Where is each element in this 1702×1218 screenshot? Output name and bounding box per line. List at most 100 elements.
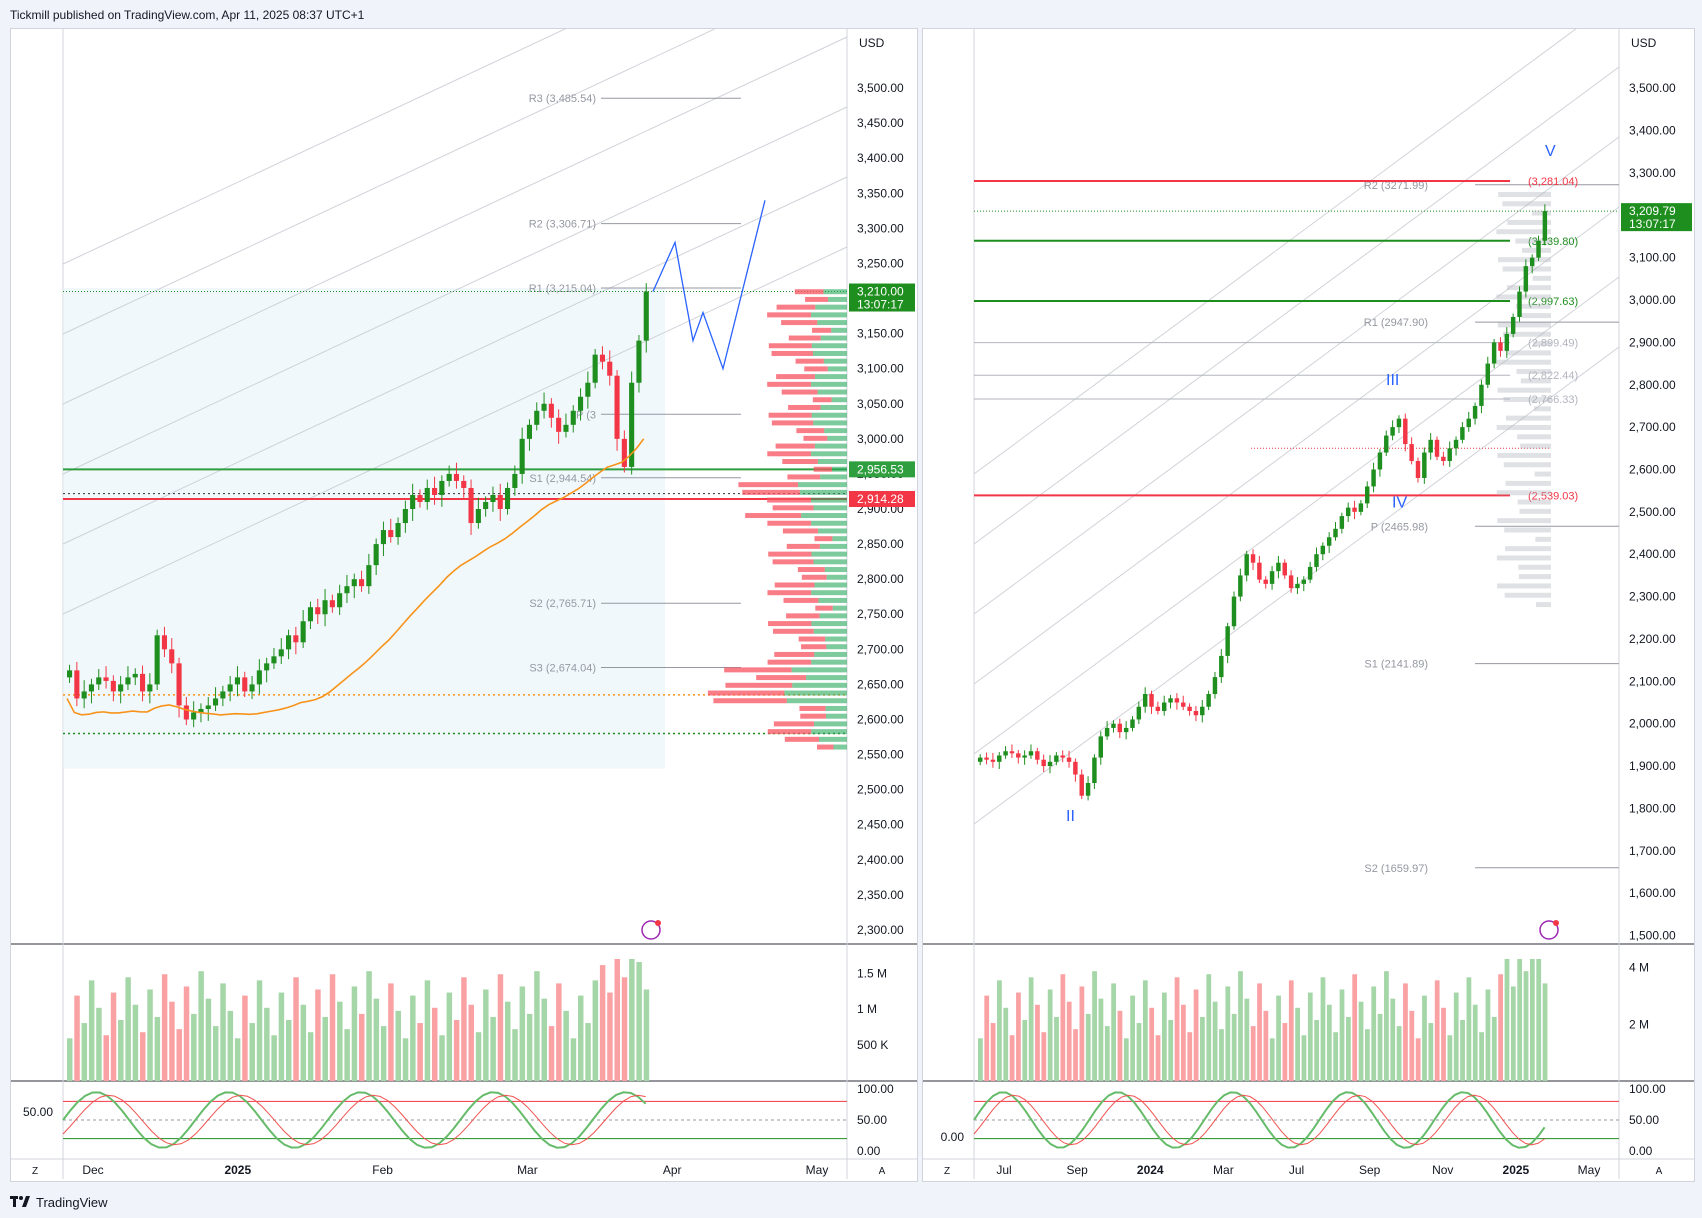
candle-body xyxy=(1517,291,1522,317)
time-axis-label: 2025 xyxy=(1503,1163,1530,1177)
candle-body xyxy=(1441,456,1446,462)
volume-bar xyxy=(1117,1010,1123,1081)
channel-line xyxy=(973,66,1620,545)
candle-body xyxy=(103,677,109,681)
volume-bar xyxy=(1193,989,1199,1081)
volume-profile-bar xyxy=(768,343,812,349)
volume-bar xyxy=(278,992,285,1081)
candle-body xyxy=(1168,698,1173,703)
price-tick-label: 2,800.00 xyxy=(1629,378,1676,392)
volume-bar xyxy=(1384,971,1389,1081)
candle-body xyxy=(1206,694,1211,707)
volume-bar xyxy=(81,1023,88,1081)
volume-profile-bar xyxy=(1515,238,1551,244)
volume-bar xyxy=(1079,986,1085,1081)
volume-bar xyxy=(1250,1026,1256,1081)
time-axis-label: 2025 xyxy=(224,1163,251,1177)
price-tick-label: 2,600.00 xyxy=(1629,462,1676,476)
candle-body xyxy=(300,621,306,643)
candle-body xyxy=(373,544,379,566)
volume-profile-bar xyxy=(811,412,847,418)
volume-profile-bar xyxy=(825,636,847,642)
volume-bar xyxy=(1098,998,1104,1081)
left-chart-svg[interactable]: USD 3,500.00 3,450.00 3,400.00 3,350.00 3,300… xyxy=(11,0,917,1181)
candle-body xyxy=(505,487,511,510)
chart-panel-right[interactable]: USD3,500.003,400.003,300.003,200.003,100… xyxy=(922,0,1695,1182)
candle-body xyxy=(1295,583,1300,589)
chart-panel-left[interactable]: USD 3,500.00 3,450.00 3,400.00 3,350.00 3,300… xyxy=(10,0,918,1182)
volume-bar xyxy=(1066,1001,1072,1081)
candle-body xyxy=(1225,626,1230,656)
volume-profile-bar xyxy=(831,397,847,403)
pivot-level-label: S1 (2141.89) xyxy=(1364,659,1428,671)
volume-bar xyxy=(978,1038,983,1081)
candle-body xyxy=(1491,342,1497,364)
candle-body xyxy=(1111,723,1116,728)
pivot-level-label: S3 (2,674.04) xyxy=(529,663,596,675)
volume-bar xyxy=(1428,1023,1434,1081)
volume-profile-bar xyxy=(817,744,834,750)
volume-profile-bar xyxy=(812,397,832,403)
volume-profile-bar xyxy=(796,428,825,434)
volume-bar xyxy=(432,1007,438,1081)
notification-dot-icon xyxy=(655,920,661,926)
volume-bar xyxy=(1371,986,1377,1081)
volume-profile-bar xyxy=(1506,285,1551,291)
volume-profile-bar xyxy=(781,320,818,326)
volume-profile-bar xyxy=(1496,359,1551,365)
volume-profile-bar xyxy=(819,613,847,619)
channel-line xyxy=(62,176,848,545)
right-chart-svg[interactable]: USD3,500.003,400.003,300.003,200.003,100… xyxy=(923,0,1694,1181)
volume-profile-bar xyxy=(827,435,847,441)
volume-profile-bar xyxy=(788,335,821,341)
volume-bar xyxy=(439,1035,445,1081)
volume-bar xyxy=(490,1016,496,1081)
volume-bar xyxy=(1206,974,1212,1081)
candle-body xyxy=(410,494,416,510)
volume-bar xyxy=(140,1032,146,1081)
zoom-button: Z xyxy=(32,1166,38,1177)
volume-bar xyxy=(147,989,153,1081)
volume-profile-bar xyxy=(1506,350,1551,356)
volume-bar xyxy=(1472,1004,1478,1081)
volume-profile-bar xyxy=(824,428,847,434)
candle-body xyxy=(351,579,357,587)
volume-bar xyxy=(636,962,642,1081)
candle-body xyxy=(1263,579,1268,584)
candle-body xyxy=(1269,571,1275,584)
volume-profile-bar xyxy=(1517,499,1551,505)
price-label-countdown: 13:07:17 xyxy=(1629,217,1676,231)
price-tick-label: 2,400.00 xyxy=(1629,547,1676,561)
price-tick-label: 1,700.00 xyxy=(1629,844,1676,858)
volume-profile-bar xyxy=(811,327,832,333)
volume-bar xyxy=(1460,1020,1465,1081)
candle-body xyxy=(264,663,270,671)
price-tick-label: 2,900.00 xyxy=(1629,335,1676,349)
footer-brand-label: TradingView xyxy=(36,1194,108,1210)
volume-bar xyxy=(198,971,204,1081)
candle-body xyxy=(161,635,168,650)
candle-body xyxy=(125,677,131,685)
volume-profile-bar xyxy=(1507,219,1551,225)
volume-bar xyxy=(110,992,117,1081)
price-tick-label: 3,300.00 xyxy=(1629,166,1676,180)
candle-body xyxy=(1060,755,1065,758)
volume-profile-bar xyxy=(725,682,793,688)
price-tick-label: 1,800.00 xyxy=(1629,801,1676,815)
channel-line xyxy=(973,0,1616,475)
volume-profile-bar xyxy=(813,559,847,565)
volume-profile-bar xyxy=(811,729,847,735)
price-tick-label: 2,700.00 xyxy=(1629,420,1676,434)
channel-line xyxy=(62,0,778,335)
volume-profile-bar xyxy=(768,621,812,627)
volume-profile-bar xyxy=(1520,378,1551,384)
volume-bar xyxy=(1212,1001,1218,1081)
volume-profile-bar xyxy=(1497,452,1551,458)
candle-body xyxy=(534,410,540,425)
candle-body xyxy=(1498,342,1503,351)
pivot-level-label: R2 (3,306.71) xyxy=(529,219,596,231)
volume-profile-bar xyxy=(782,459,818,465)
publish-header: Tickmill published on TradingView.com, A… xyxy=(0,0,1702,28)
volume-profile-bar xyxy=(1519,508,1551,514)
volume-tick-label: 2 M xyxy=(1629,1017,1649,1031)
